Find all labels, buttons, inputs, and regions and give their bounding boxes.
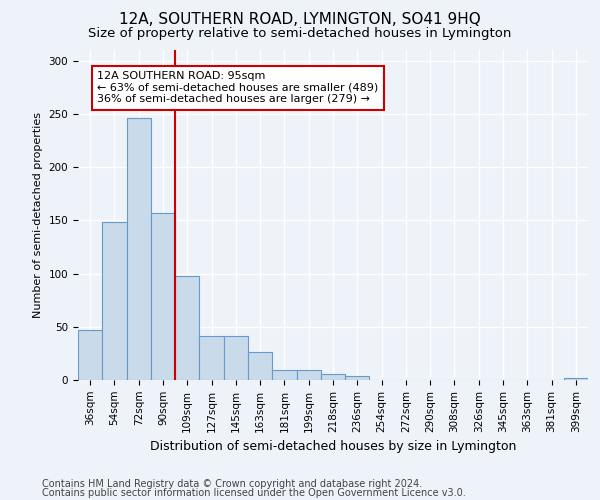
Bar	[199, 336, 224, 380]
Y-axis label: Number of semi-detached properties: Number of semi-detached properties	[33, 112, 43, 318]
Bar	[127, 118, 151, 380]
Bar	[248, 352, 272, 380]
Bar	[151, 213, 175, 380]
Text: 12A SOUTHERN ROAD: 95sqm
← 63% of semi-detached houses are smaller (489)
36% of : 12A SOUTHERN ROAD: 95sqm ← 63% of semi-d…	[97, 72, 379, 104]
Bar	[321, 374, 345, 380]
Bar	[102, 222, 127, 380]
Bar	[78, 330, 102, 380]
Text: 12A, SOUTHERN ROAD, LYMINGTON, SO41 9HQ: 12A, SOUTHERN ROAD, LYMINGTON, SO41 9HQ	[119, 12, 481, 28]
Text: Size of property relative to semi-detached houses in Lymington: Size of property relative to semi-detach…	[88, 28, 512, 40]
Bar	[296, 370, 321, 380]
Bar	[345, 376, 370, 380]
Text: Contains HM Land Registry data © Crown copyright and database right 2024.: Contains HM Land Registry data © Crown c…	[42, 479, 422, 489]
Bar	[175, 276, 199, 380]
Bar	[564, 378, 588, 380]
Text: Contains public sector information licensed under the Open Government Licence v3: Contains public sector information licen…	[42, 488, 466, 498]
X-axis label: Distribution of semi-detached houses by size in Lymington: Distribution of semi-detached houses by …	[150, 440, 516, 453]
Bar	[224, 336, 248, 380]
Bar	[272, 370, 296, 380]
